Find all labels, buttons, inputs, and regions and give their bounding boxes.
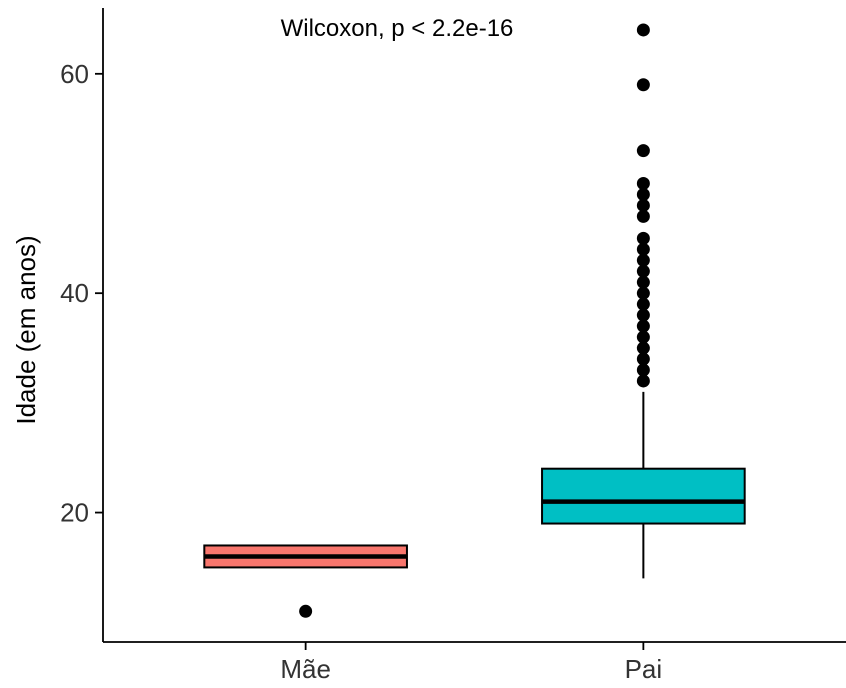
outlier-point — [636, 242, 650, 256]
outlier-point — [636, 319, 650, 333]
outlier-point — [636, 187, 650, 201]
outlier-point — [636, 308, 650, 322]
box-group-2 — [541, 23, 746, 579]
outlier-point — [636, 275, 650, 289]
outlier-point — [636, 177, 650, 191]
outlier-point — [299, 604, 313, 618]
y-tick-label: 60 — [60, 59, 89, 89]
outlier-point — [636, 352, 650, 366]
box-iqr — [541, 467, 746, 525]
ticks-layer: Mãe Pai 20 40 60 — [60, 59, 662, 684]
outlier-point — [636, 330, 650, 344]
test-annotation: Wilcoxon, p < 2.2e-16 — [281, 15, 514, 42]
outlier-point — [636, 264, 650, 278]
outlier-point — [636, 253, 650, 267]
outlier-point — [636, 78, 650, 92]
outlier-point — [636, 374, 650, 388]
outlier-point — [636, 341, 650, 355]
outlier-point — [636, 198, 650, 212]
axes-layer — [102, 8, 846, 643]
outlier-point — [636, 297, 650, 311]
box-group-1 — [203, 544, 408, 618]
outlier-point — [636, 286, 650, 300]
outlier-point — [636, 231, 650, 245]
y-tick-label: 40 — [60, 278, 89, 308]
outlier-point — [636, 209, 650, 223]
outlier-point — [636, 363, 650, 377]
boxes-layer — [203, 23, 746, 618]
x-tick-label: Pai — [625, 654, 663, 684]
outlier-point — [636, 144, 650, 158]
y-axis-title: Idade (em anos) — [11, 235, 41, 424]
y-tick-label: 20 — [60, 498, 89, 528]
x-tick-label: Mãe — [280, 654, 331, 684]
outlier-point — [636, 23, 650, 37]
